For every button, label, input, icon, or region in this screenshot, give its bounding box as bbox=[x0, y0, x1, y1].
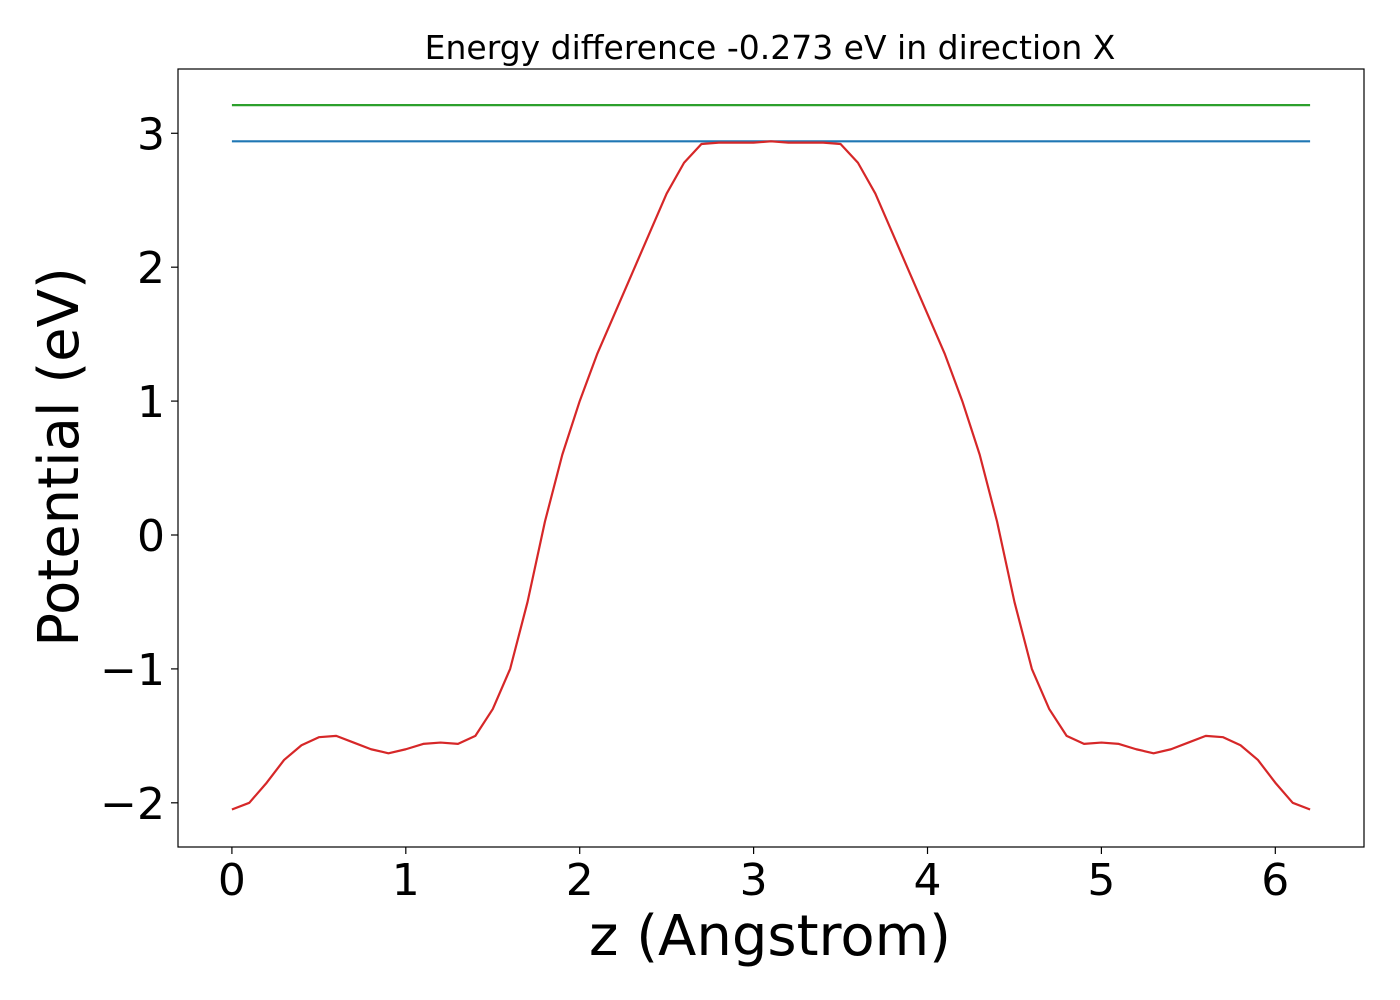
y-tick-label: 2 bbox=[137, 243, 165, 294]
x-tick-label: 0 bbox=[218, 855, 246, 906]
x-axis: 0 1 2 3 4 5 6 bbox=[218, 847, 1289, 906]
y-tick-label: −2 bbox=[100, 779, 165, 830]
y-tick-label: 1 bbox=[137, 377, 165, 428]
y-tick-label: −1 bbox=[100, 645, 165, 696]
x-tick-label: 2 bbox=[566, 855, 594, 906]
plot-frame bbox=[177, 68, 1365, 848]
x-tick-label: 5 bbox=[1087, 855, 1115, 906]
x-tick-label: 1 bbox=[392, 855, 420, 906]
y-axis-label: Potential (eV) bbox=[27, 267, 92, 647]
y-tick-label: 3 bbox=[137, 109, 165, 160]
x-tick-label: 4 bbox=[914, 855, 942, 906]
chart-title: Energy difference -0.273 eV in direction… bbox=[425, 28, 1116, 67]
x-tick-label: 3 bbox=[740, 855, 768, 906]
plot-area bbox=[231, 104, 1311, 811]
y-tick-label: 0 bbox=[137, 511, 165, 562]
series-line-2 bbox=[231, 140, 1311, 811]
x-tick-label: 6 bbox=[1261, 855, 1289, 906]
y-axis: −2 −1 0 1 2 3 bbox=[100, 109, 178, 830]
x-axis-label: z (Angstrom) bbox=[589, 904, 951, 969]
